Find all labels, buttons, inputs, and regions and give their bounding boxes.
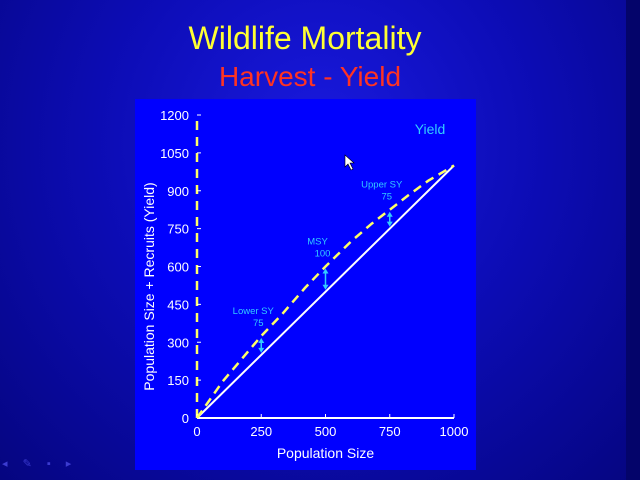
mouse-cursor-icon [344, 154, 355, 171]
yield-arrowhead-down [386, 221, 393, 227]
yield-annotation-label: MSY [307, 237, 328, 248]
y-tick-label: 750 [167, 222, 189, 237]
recruitment-curve-line [195, 164, 455, 419]
yield-annotation-value: 75 [381, 192, 392, 203]
yield-arrowhead-down [322, 284, 329, 290]
yield-annotation-value: 100 [315, 249, 331, 260]
y-tick-label: 900 [167, 184, 189, 199]
x-tick-label: 250 [250, 424, 272, 439]
y-axis-label: Population Size + Recruits (Yield) [141, 182, 157, 390]
yield-annotation-label: Upper SY [361, 180, 403, 191]
window-edge [626, 0, 640, 480]
y-tick-label: 300 [167, 335, 189, 350]
y-tick-label: 1200 [160, 108, 189, 123]
yield-arrowhead-down [258, 347, 265, 353]
x-axis-label: Population Size [277, 445, 375, 461]
yield-arrowhead-up [322, 268, 329, 274]
slide-title: Wildlife Mortality [188, 20, 422, 56]
x-tick-label: 0 [193, 424, 200, 439]
y-tick-label: 450 [167, 297, 189, 312]
slide-nav-controls[interactable]: ◂ ✎ ▪ ▸ [2, 458, 78, 470]
x-tick-label: 500 [315, 424, 337, 439]
yield-annotation-label: Lower SY [233, 306, 275, 317]
slide-subtitle: Harvest - Yield [218, 61, 402, 92]
y-tick-label: 1050 [160, 146, 189, 161]
x-tick-label: 1000 [440, 424, 469, 439]
replacement-line [196, 164, 455, 419]
yield-arrowhead-up [386, 211, 393, 217]
y-tick-label: 600 [167, 260, 189, 275]
y-tick-label: 150 [167, 373, 189, 388]
yield-arrowhead-up [258, 337, 265, 343]
chart-panel: 0 150 300 450 600 750 900 1050 1200 0 250 500 750 100… [135, 99, 476, 470]
yield-legend-label: Yield [415, 121, 446, 137]
y-tick-label: 0 [182, 411, 189, 426]
x-tick-label: 750 [379, 424, 401, 439]
yield-annotation-value: 75 [253, 318, 264, 329]
yield-chart: 0 150 300 450 600 750 900 1050 1200 0 250 500 750 100… [141, 108, 469, 461]
